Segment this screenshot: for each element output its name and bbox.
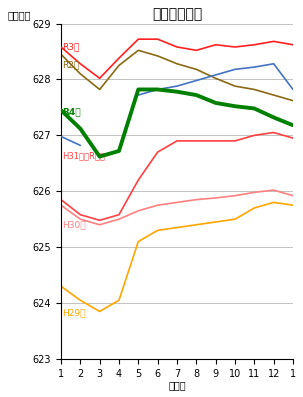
Text: R3年: R3年	[62, 43, 79, 52]
Text: H30年: H30年	[62, 221, 85, 229]
Text: R4年: R4年	[62, 107, 81, 116]
Text: H31年・R元年: H31年・R元年	[62, 152, 105, 161]
Y-axis label: （万人）: （万人）	[8, 10, 31, 20]
Text: H29年: H29年	[62, 308, 85, 317]
Title: 月別人口推移: 月別人口推移	[152, 7, 202, 21]
X-axis label: （月）: （月）	[168, 380, 186, 390]
Text: R2年: R2年	[62, 60, 79, 69]
